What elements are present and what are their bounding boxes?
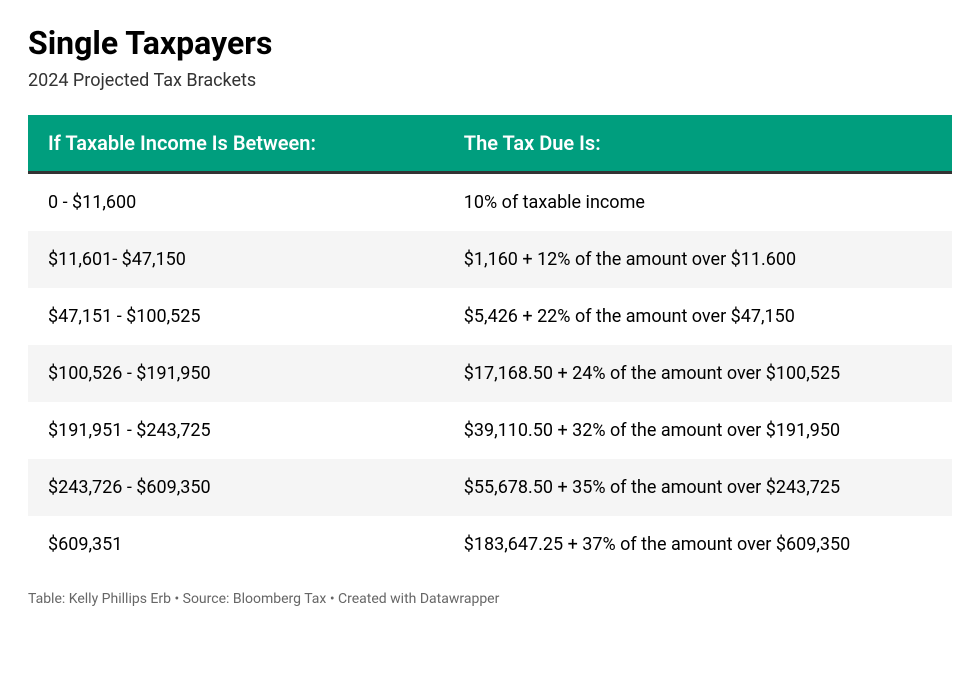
- tax-due-cell: $5,426 + 22% of the amount over $47,150: [444, 288, 952, 345]
- income-range-cell: $47,151 - $100,525: [28, 288, 444, 345]
- table-row: $47,151 - $100,525 $5,426 + 22% of the a…: [28, 288, 952, 345]
- income-range-cell: $609,351: [28, 516, 444, 573]
- column-header-tax-due: The Tax Due Is:: [444, 115, 952, 173]
- income-range-cell: $11,601- $47,150: [28, 231, 444, 288]
- table-row: 0 - $11,600 10% of taxable income: [28, 173, 952, 232]
- table-row: $11,601- $47,150 $1,160 + 12% of the amo…: [28, 231, 952, 288]
- income-range-cell: $243,726 - $609,350: [28, 459, 444, 516]
- tax-due-cell: $183,647.25 + 37% of the amount over $60…: [444, 516, 952, 573]
- page-subtitle: 2024 Projected Tax Brackets: [28, 70, 952, 91]
- tax-due-cell: $39,110.50 + 32% of the amount over $191…: [444, 402, 952, 459]
- table-row: $609,351 $183,647.25 + 37% of the amount…: [28, 516, 952, 573]
- tax-due-cell: $55,678.50 + 35% of the amount over $243…: [444, 459, 952, 516]
- income-range-cell: $100,526 - $191,950: [28, 345, 444, 402]
- income-range-cell: $191,951 - $243,725: [28, 402, 444, 459]
- tax-bracket-table: If Taxable Income Is Between: The Tax Du…: [28, 115, 952, 573]
- table-header-row: If Taxable Income Is Between: The Tax Du…: [28, 115, 952, 173]
- table-footer-credits: Table: Kelly Phillips Erb • Source: Bloo…: [28, 591, 952, 607]
- table-row: $100,526 - $191,950 $17,168.50 + 24% of …: [28, 345, 952, 402]
- table-row: $191,951 - $243,725 $39,110.50 + 32% of …: [28, 402, 952, 459]
- page-title: Single Taxpayers: [28, 24, 952, 62]
- tax-due-cell: 10% of taxable income: [444, 173, 952, 232]
- column-header-income: If Taxable Income Is Between:: [28, 115, 444, 173]
- table-row: $243,726 - $609,350 $55,678.50 + 35% of …: [28, 459, 952, 516]
- tax-due-cell: $1,160 + 12% of the amount over $11.600: [444, 231, 952, 288]
- tax-due-cell: $17,168.50 + 24% of the amount over $100…: [444, 345, 952, 402]
- income-range-cell: 0 - $11,600: [28, 173, 444, 232]
